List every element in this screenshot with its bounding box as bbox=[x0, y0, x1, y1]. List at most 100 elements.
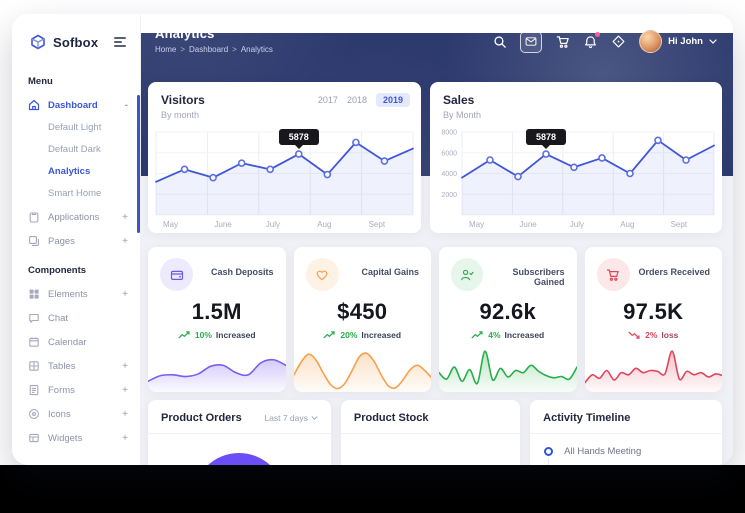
notification-dot bbox=[595, 32, 601, 37]
sidebar-item-icons[interactable]: Icons + bbox=[12, 402, 140, 426]
breadcrumb-home[interactable]: Home bbox=[155, 45, 177, 54]
app-window: Sofbox Menu Dashboard - Default Light De… bbox=[12, 14, 733, 465]
expand-sign[interactable]: + bbox=[122, 432, 128, 444]
sidebar-item-pages[interactable]: Pages + bbox=[12, 229, 140, 253]
stat-value: 97.5K bbox=[623, 299, 684, 324]
sidebar-item-dashboard[interactable]: Dashboard - bbox=[12, 93, 140, 117]
orders-filter-dropdown[interactable]: Last 7 days bbox=[264, 413, 318, 423]
mail-icon[interactable] bbox=[520, 30, 543, 53]
orders-sparkline bbox=[584, 345, 722, 392]
timeline-item[interactable]: All Hands Meeting bbox=[530, 434, 722, 465]
form-icon bbox=[29, 385, 39, 396]
expand-sign[interactable]: + bbox=[122, 408, 128, 420]
sidebar-item-applications[interactable]: Applications + bbox=[12, 205, 140, 229]
svg-text:2000: 2000 bbox=[441, 192, 457, 199]
calendar-icon bbox=[29, 337, 39, 347]
svg-text:Aug: Aug bbox=[620, 220, 634, 229]
sales-card: Sales By Month 8000 6000 4000 2000 May June Ju… bbox=[430, 82, 722, 233]
breadcrumb-analytics[interactable]: Analytics bbox=[240, 45, 273, 54]
expand-sign[interactable]: + bbox=[122, 211, 128, 223]
sidebar-item-chat[interactable]: Chat bbox=[12, 306, 140, 330]
svg-text:July: July bbox=[266, 220, 280, 229]
gains-sparkline bbox=[293, 345, 431, 392]
timeline-label: All Hands Meeting bbox=[564, 446, 642, 457]
sidebar-item-label: Elements bbox=[48, 288, 88, 300]
product-orders-title: Product Orders bbox=[161, 412, 242, 424]
trend-up-icon bbox=[178, 331, 190, 339]
sales-chart: 8000 6000 4000 2000 May June July Aug Sept 5878 bbox=[436, 126, 716, 230]
app-title: Sofbox bbox=[53, 34, 99, 50]
subscribers-sparkline bbox=[439, 345, 577, 392]
visitors-chart: May June July Aug Sept 5878 bbox=[154, 126, 415, 230]
sidebar-item-elements[interactable]: Elements + bbox=[12, 282, 140, 306]
svg-text:Sept: Sept bbox=[671, 220, 688, 229]
year-tab-2019[interactable]: 2019 bbox=[375, 93, 410, 107]
sidebar-item-label: Tables bbox=[48, 360, 76, 372]
user-menu[interactable]: Hi John bbox=[639, 30, 717, 53]
collapse-sign[interactable]: - bbox=[124, 99, 128, 111]
sales-title: Sales bbox=[443, 93, 475, 107]
activity-timeline-card: Activity Timeline All Hands Meeting bbox=[530, 400, 722, 465]
pages-icon bbox=[29, 236, 39, 246]
avatar bbox=[639, 30, 663, 53]
trend-up-icon bbox=[323, 331, 335, 339]
svg-text:6000: 6000 bbox=[441, 150, 457, 157]
svg-text:May: May bbox=[469, 220, 484, 229]
search-icon[interactable] bbox=[492, 34, 507, 49]
expand-sign[interactable]: + bbox=[122, 235, 128, 247]
bell-icon[interactable] bbox=[583, 32, 601, 49]
heart-icon bbox=[305, 258, 339, 291]
page-footer-band bbox=[0, 465, 745, 513]
stat-label: Cash Deposits bbox=[210, 267, 274, 277]
menu-toggle-icon[interactable] bbox=[112, 35, 128, 49]
stat-value: 1.5M bbox=[191, 299, 242, 324]
sidebar-item-tables[interactable]: Tables + bbox=[12, 354, 140, 378]
sidebar-item-smart-home[interactable]: Smart Home bbox=[48, 188, 102, 199]
stat-card-capital-gains: Capital Gains $450 20% Increased bbox=[293, 247, 431, 392]
svg-text:May: May bbox=[163, 220, 178, 229]
svg-text:July: July bbox=[570, 220, 584, 229]
expand-sign[interactable]: + bbox=[122, 360, 128, 372]
cart-icon[interactable] bbox=[555, 34, 570, 49]
sidebar-item-label: Dashboard bbox=[48, 99, 98, 111]
clipboard-icon bbox=[29, 212, 39, 223]
expand-sign[interactable]: + bbox=[122, 384, 128, 396]
logo[interactable]: Sofbox bbox=[12, 14, 140, 64]
visitors-title: Visitors bbox=[161, 93, 205, 107]
sidebar-item-analytics[interactable]: Analytics bbox=[48, 166, 91, 177]
cart-red-icon bbox=[596, 258, 630, 291]
compass-icon[interactable] bbox=[611, 34, 626, 49]
chart-tooltip: 5878 bbox=[525, 129, 567, 146]
sidebar-item-label: Calendar bbox=[48, 336, 87, 348]
sidebar-item-widgets[interactable]: Widgets + bbox=[12, 426, 140, 450]
stat-label: Orders Received bbox=[638, 267, 710, 277]
user-gained-icon bbox=[451, 258, 483, 291]
expand-sign[interactable]: + bbox=[122, 288, 128, 300]
sidebar-section-menu: Menu bbox=[28, 76, 53, 87]
trend-up-icon bbox=[471, 331, 483, 339]
year-tab-2017[interactable]: 2017 bbox=[317, 95, 338, 105]
stat-value: $450 bbox=[337, 299, 388, 324]
chevron-down-icon bbox=[709, 39, 717, 44]
sidebar-item-calendar[interactable]: Calendar bbox=[12, 330, 140, 354]
breadcrumb-dashboard[interactable]: Dashboard bbox=[189, 45, 229, 54]
svg-text:4000: 4000 bbox=[441, 171, 457, 178]
svg-text:Aug: Aug bbox=[317, 220, 331, 229]
sidebar-item-forms[interactable]: Forms + bbox=[12, 378, 140, 402]
table-icon bbox=[29, 361, 39, 371]
deposits-sparkline bbox=[148, 345, 286, 392]
sidebar-scrollbar[interactable] bbox=[137, 95, 140, 233]
activity-timeline-title: Activity Timeline bbox=[543, 412, 631, 424]
sales-subtitle: By Month bbox=[443, 110, 482, 120]
chart-tooltip: 5878 bbox=[278, 129, 319, 146]
chevron-down-icon bbox=[311, 416, 318, 420]
stat-card-subscribers: Subscribers Gained 92.6k 4% Increased bbox=[439, 247, 577, 392]
product-stock-title: Product Stock bbox=[353, 412, 429, 424]
sidebar-item-label: Applications bbox=[48, 211, 100, 223]
stat-card-cash-deposits: Cash Deposits 1.5M 10% Increased bbox=[148, 247, 286, 392]
sidebar-item-default-dark[interactable]: Default Dark bbox=[48, 144, 101, 155]
year-tab-2018[interactable]: 2018 bbox=[346, 95, 367, 105]
page-title: Analytics bbox=[155, 26, 215, 41]
sidebar-item-default-light[interactable]: Default Light bbox=[48, 122, 102, 133]
orders-donut-chart bbox=[193, 453, 286, 465]
